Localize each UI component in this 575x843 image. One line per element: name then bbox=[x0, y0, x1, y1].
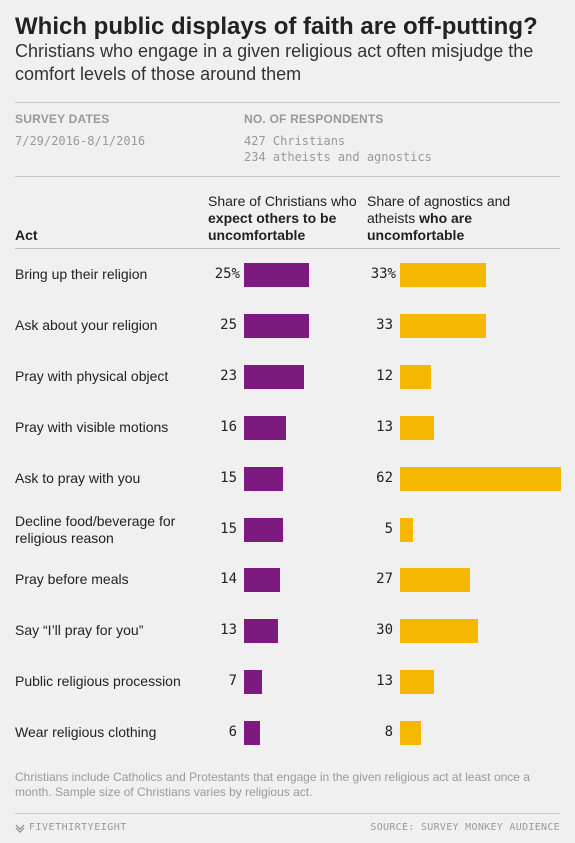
christian-bar bbox=[244, 568, 281, 593]
christian-bar bbox=[244, 313, 309, 338]
category-label: Pray with physical object bbox=[15, 367, 169, 384]
brand-logo: FIVETHIRTYEIGHT bbox=[15, 822, 127, 833]
atheist-value-label: 33 bbox=[376, 316, 393, 333]
christian-bar bbox=[244, 415, 286, 440]
chart-source: SOURCE: SURVEY MONKEY AUDIENCE bbox=[370, 822, 560, 833]
category-label: Public religious procession bbox=[15, 673, 181, 690]
atheist-bar bbox=[400, 670, 434, 695]
christian-bar bbox=[244, 263, 309, 287]
christian-value-label: 13 bbox=[220, 622, 237, 639]
atheist-bar bbox=[400, 415, 434, 440]
christian-value-label: 25% bbox=[214, 266, 240, 282]
top-divider bbox=[15, 102, 560, 103]
category-label: Ask to pray with you bbox=[15, 469, 141, 486]
christian-bar bbox=[244, 619, 278, 644]
atheist-value-label: 30 bbox=[376, 622, 393, 639]
christians-column-header: Share of Christians who expect others to… bbox=[208, 193, 357, 243]
atheist-value-label: 12 bbox=[376, 367, 393, 384]
fivethirtyeight-icon bbox=[15, 824, 25, 833]
christian-bar bbox=[244, 466, 283, 491]
atheist-bar bbox=[400, 517, 413, 542]
chart-title: Which public displays of faith are off-p… bbox=[15, 13, 538, 40]
footer-divider bbox=[15, 813, 560, 814]
category-label: Bring up their religion bbox=[15, 266, 148, 282]
christian-value-label: 15 bbox=[220, 469, 237, 486]
header-divider bbox=[15, 248, 560, 249]
christian-value-label: 16 bbox=[220, 418, 237, 435]
atheists-column-header: Share of agnostics and atheists who are … bbox=[367, 193, 511, 243]
atheist-value-label: 13 bbox=[376, 673, 393, 690]
category-label: Decline food/beverage for religious reas… bbox=[15, 512, 176, 546]
category-label: Ask about your religion bbox=[15, 316, 158, 333]
atheist-bar bbox=[400, 568, 471, 593]
respondents-label: NO. OF RESPONDENTS bbox=[244, 112, 384, 126]
christian-value-label: 6 bbox=[228, 724, 237, 741]
atheist-value-label: 62 bbox=[376, 469, 393, 486]
christian-bar bbox=[244, 364, 304, 389]
category-label: Pray with visible motions bbox=[15, 418, 169, 435]
atheist-bar bbox=[400, 313, 486, 338]
atheist-bar bbox=[400, 466, 562, 491]
respondents-line-2: 234 atheists and agnostics bbox=[244, 150, 432, 164]
atheist-value-label: 5 bbox=[384, 520, 393, 537]
atheist-bar bbox=[400, 721, 421, 746]
christian-bar bbox=[244, 721, 260, 746]
survey-dates-value: 7/29/2016-8/1/2016 bbox=[15, 134, 146, 148]
christian-value-label: 25 bbox=[220, 316, 237, 333]
chart-note: Christians include Catholics and Protest… bbox=[15, 770, 530, 799]
category-label: Wear religious clothing bbox=[15, 724, 157, 741]
christian-value-label: 14 bbox=[220, 571, 237, 588]
category-label: Say “I’ll pray for you” bbox=[15, 622, 144, 639]
christian-value-label: 15 bbox=[220, 520, 237, 537]
christian-bar bbox=[244, 670, 263, 695]
atheist-value-label: 8 bbox=[384, 724, 393, 741]
brand-name: FIVETHIRTYEIGHT bbox=[29, 822, 127, 833]
category-label: Pray before meals bbox=[15, 571, 129, 588]
atheist-value-label: 27 bbox=[376, 571, 393, 588]
chart-subtitle: Christians who engage in a given religio… bbox=[15, 41, 534, 84]
atheist-value-label: 13 bbox=[376, 418, 393, 435]
atheist-bar bbox=[400, 263, 486, 287]
christian-value-label: 7 bbox=[228, 673, 237, 690]
survey-dates-label: SURVEY DATES bbox=[15, 112, 110, 126]
meta-divider bbox=[15, 176, 560, 177]
christian-value-label: 23 bbox=[220, 367, 237, 384]
christian-bar bbox=[244, 517, 283, 542]
atheist-value-label: 33% bbox=[370, 266, 396, 282]
atheist-bar bbox=[400, 364, 432, 389]
act-column-header: Act bbox=[15, 227, 38, 243]
respondents-line-1: 427 Christians bbox=[244, 134, 346, 148]
atheist-bar bbox=[400, 619, 478, 644]
